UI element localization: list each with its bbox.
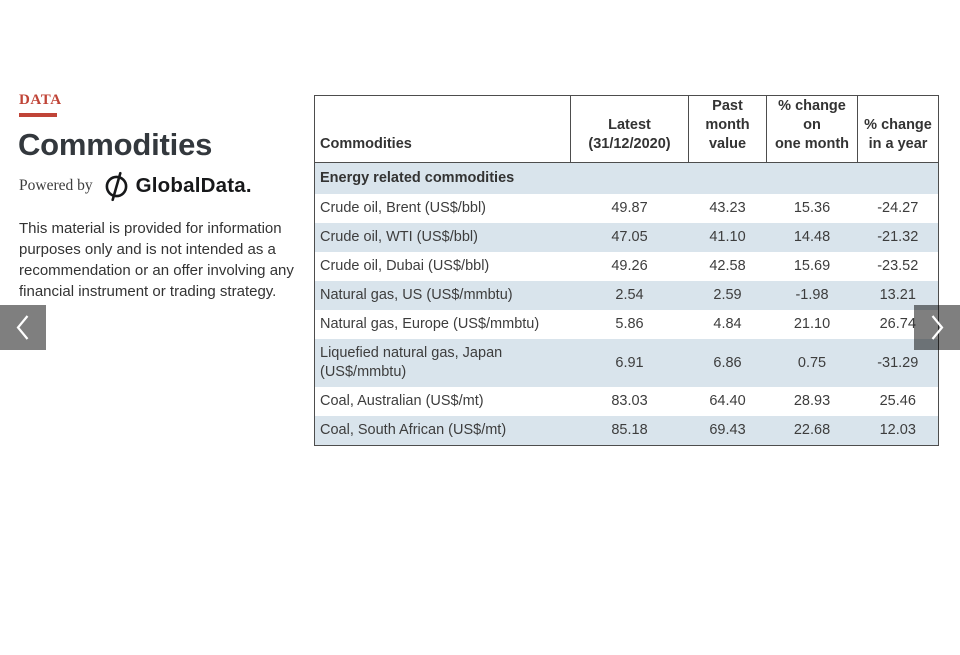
- section-header-label: Energy related commodities: [314, 162, 939, 194]
- globaldata-logo: GlobalData.: [103, 171, 252, 202]
- commodity-name-cell: Coal, Australian (US$/mt): [320, 393, 484, 409]
- powered-by: Powered by GlobalData.: [19, 171, 252, 201]
- column-header: Latest (31/12/2020): [570, 95, 689, 163]
- value-cell: 15.36: [793, 200, 831, 216]
- table-row: Natural gas, Europe (US$/mmbtu) 5.86 4.84 2…: [315, 310, 939, 339]
- table-row: Crude oil, WTI (US$/bbl) 47.05 41.10 14.48-…: [314, 223, 939, 252]
- table-row: Coal, Australian (US$/mt) 83.03 64.40 28.93…: [315, 387, 939, 416]
- section-kicker: DATA: [19, 92, 62, 108]
- commodity-name-cell: Crude oil, Brent (US$/bbl): [320, 200, 487, 216]
- value-cell: 2.59: [688, 281, 767, 310]
- next-button[interactable]: [914, 305, 960, 350]
- value-cell: 41.10: [688, 223, 767, 252]
- column-header: Commodities: [314, 95, 571, 163]
- value-cell: -1.98: [766, 281, 858, 310]
- prev-button[interactable]: [0, 305, 46, 350]
- value-cell: -23.52: [877, 258, 919, 274]
- value-cell: 0.75: [766, 339, 858, 387]
- commodity-name-cell: Crude oil, Dubai (US$/bbl): [320, 258, 490, 274]
- table-body: Energy related commodities Crude oil, Bre…: [314, 162, 939, 446]
- disclaimer-text: This material is provided for informatio…: [19, 220, 294, 300]
- value-cell: 2.54: [570, 281, 689, 310]
- value-cell: 26.74: [879, 316, 916, 332]
- value-cell: 6.91: [570, 339, 689, 387]
- globaldata-logo-text: GlobalData.: [135, 174, 252, 197]
- value-cell: 21.10: [793, 316, 831, 332]
- kicker-underline: [19, 113, 57, 117]
- column-header: % change in a year: [857, 95, 939, 163]
- commodities-table: Commodities Latest (31/12/2020) Past month…: [314, 95, 939, 446]
- value-cell: 85.18: [570, 416, 689, 446]
- value-cell: 42.58: [709, 258, 746, 274]
- table-header: Commodities Latest (31/12/2020) Past month…: [314, 95, 939, 163]
- table-row: Liquefied natural gas, Japan (US$/mmbtu)…: [314, 339, 939, 387]
- commodity-name-cell: Natural gas, Europe (US$/mmbtu): [320, 316, 540, 332]
- table-row: Crude oil, Dubai (US$/bbl) 49.26 42.58 15.6…: [315, 252, 939, 281]
- value-cell: 83.03: [611, 393, 648, 409]
- commodity-name-cell: Crude oil, WTI (US$/bbl): [314, 223, 571, 252]
- value-cell: -24.27: [877, 200, 919, 216]
- column-header: Past month value: [688, 95, 767, 163]
- value-cell: 12.03: [857, 416, 939, 446]
- page-title: Commodities: [18, 127, 213, 162]
- table-row: Natural gas, US (US$/mmbtu) 2.54 2.59 -1.98…: [314, 281, 939, 310]
- value-cell: 43.23: [709, 200, 746, 216]
- commodity-name-cell: Natural gas, US (US$/mmbtu): [314, 281, 571, 310]
- chevron-left-icon: [15, 314, 31, 341]
- value-cell: 22.68: [766, 416, 858, 446]
- value-cell: 14.48: [766, 223, 858, 252]
- chevron-right-icon: [929, 314, 945, 341]
- value-cell: 49.87: [611, 200, 648, 216]
- table-row: Crude oil, Brent (US$/bbl) 49.87 43.23 15.3…: [315, 194, 939, 223]
- value-cell: -21.32: [857, 223, 939, 252]
- value-cell: 49.26: [611, 258, 648, 274]
- table-row: Coal, South African (US$/mt) 85.18 69.43 22…: [314, 416, 939, 446]
- commodity-name-cell: Liquefied natural gas, Japan (US$/mmbtu): [314, 339, 571, 387]
- value-cell: 69.43: [688, 416, 767, 446]
- powered-by-label: Powered by: [19, 177, 93, 194]
- table-header-row: Commodities Latest (31/12/2020) Past month…: [314, 95, 939, 163]
- value-cell: 64.40: [709, 393, 746, 409]
- column-header: % change on one month: [766, 95, 858, 163]
- value-cell: 6.86: [688, 339, 767, 387]
- value-cell: 47.05: [570, 223, 689, 252]
- value-cell: 15.69: [793, 258, 831, 274]
- value-cell: 4.84: [713, 316, 742, 332]
- commodity-name-cell: Coal, South African (US$/mt): [314, 416, 571, 446]
- section-header-row: Energy related commodities: [314, 162, 939, 194]
- value-cell: 28.93: [793, 393, 831, 409]
- globaldata-logo-icon: [103, 171, 130, 202]
- value-cell: 5.86: [615, 316, 644, 332]
- value-cell: 25.46: [879, 393, 916, 409]
